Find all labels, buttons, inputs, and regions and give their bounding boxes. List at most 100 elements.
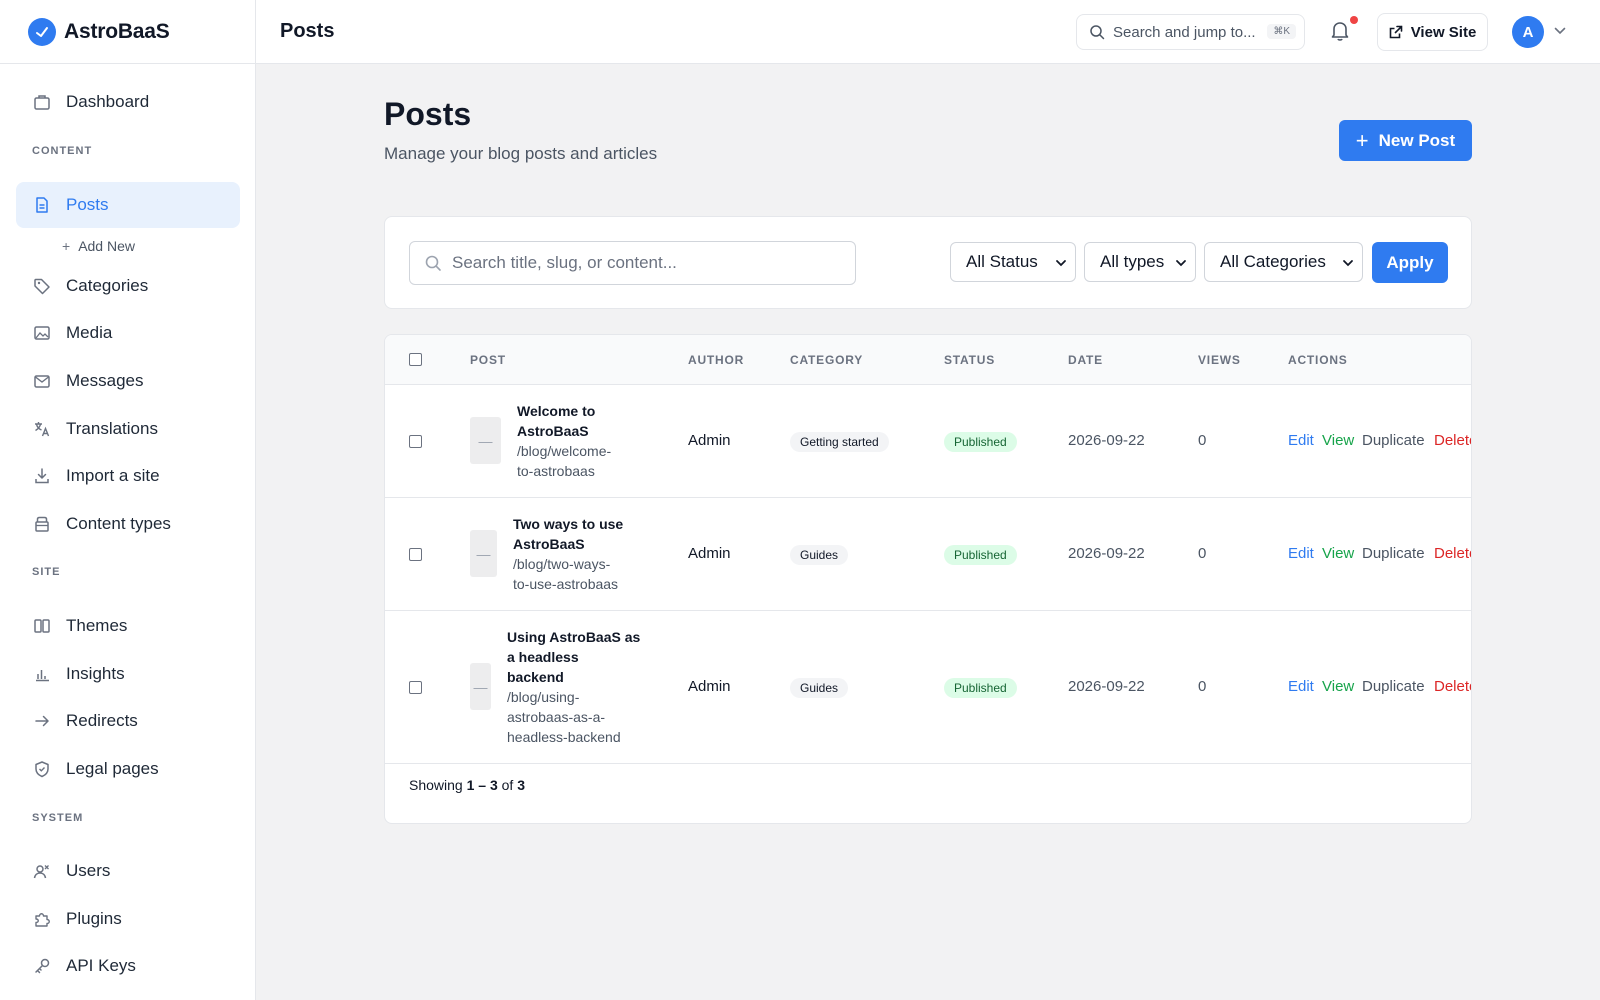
post-slug: /blog/two-ways- to-use-astrobaas [513, 554, 618, 594]
sidebar-item-media[interactable]: Media [16, 310, 240, 356]
topbar: Posts Search and jump to... ⌘K View Site… [256, 0, 1600, 64]
post-title[interactable]: Using AstroBaaS as a headless backend [507, 627, 640, 687]
post-slug: /blog/using- astrobaas-as-a- headless-ba… [507, 687, 621, 747]
search-icon [1090, 25, 1105, 40]
chevron-down-icon [1176, 260, 1186, 267]
sidebar-item-import[interactable]: Import a site [16, 453, 240, 499]
global-search-input[interactable]: Search and jump to... ⌘K [1076, 14, 1305, 50]
pagination-summary: Showing 1 – 3 of 3 [409, 777, 525, 793]
sidebar-item-redirects[interactable]: Redirects [16, 698, 240, 744]
duplicate-link[interactable]: Duplicate [1362, 678, 1425, 695]
column-header-views: VIEWS [1198, 353, 1241, 367]
edit-link[interactable]: Edit [1288, 678, 1314, 695]
sidebar-item-label: Themes [66, 616, 128, 635]
post-search-placeholder: Search title, slug, or content... [452, 253, 677, 272]
row-checkbox[interactable] [409, 681, 422, 694]
type-select[interactable]: All types [1084, 242, 1196, 282]
post-date: 2026-09-22 [1068, 678, 1145, 695]
view-link[interactable]: View [1322, 678, 1355, 695]
sidebar-item-categories[interactable]: Categories [16, 263, 240, 309]
notifications-bell-icon[interactable] [1330, 20, 1354, 44]
post-search-input[interactable]: Search title, slug, or content... [409, 241, 856, 285]
brand[interactable]: AstroBaaS [0, 0, 255, 64]
sidebar-item-translations[interactable]: Translations [16, 406, 240, 452]
sidebar-item-label: Messages [66, 371, 144, 390]
sidebar-item-label: Categories [66, 276, 149, 295]
duplicate-link[interactable]: Duplicate [1362, 432, 1425, 449]
post-slug: /blog/welcome- to-astrobaas [517, 441, 611, 481]
post-title-line: backend [507, 669, 564, 685]
external-link-icon [1389, 25, 1403, 39]
row-checkbox[interactable] [409, 435, 422, 448]
sidebar-item-label: Content types [66, 514, 171, 533]
shield-check-icon [32, 759, 52, 779]
sidebar-item-label: API Keys [66, 956, 136, 975]
view-site-button[interactable]: View Site [1377, 13, 1488, 51]
sidebar-item-themes[interactable]: Themes [16, 603, 240, 649]
status-select[interactable]: All Status [950, 242, 1076, 282]
brand-name: AstroBaaS [64, 19, 170, 43]
dashboard-icon [32, 92, 52, 112]
archive-icon [32, 514, 52, 534]
status-badge: Published [944, 678, 1017, 698]
view-site-label: View Site [1410, 23, 1477, 41]
puzzle-icon [32, 909, 52, 929]
table-row[interactable]: — Two ways to use AstroBaaS /blog/two-wa… [385, 498, 1471, 611]
edit-link[interactable]: Edit [1288, 545, 1314, 562]
post-title[interactable]: Welcome to AstroBaaS [517, 401, 595, 441]
nav-section-content: CONTENT [32, 145, 93, 157]
pagination-of: of [501, 777, 514, 793]
post-title-line: a headless [507, 649, 579, 665]
sidebar-item-posts[interactable]: Posts [16, 182, 240, 228]
edit-link[interactable]: Edit [1288, 432, 1314, 449]
sidebar-item-dashboard[interactable]: Dashboard [16, 79, 240, 125]
sidebar-subitem-add-new[interactable]: + Add New [62, 238, 135, 254]
document-icon [32, 195, 52, 215]
apply-button[interactable]: Apply [1372, 242, 1448, 283]
view-link[interactable]: View [1322, 432, 1355, 449]
post-title-line: Two ways to use [513, 516, 624, 532]
chevron-down-icon[interactable] [1553, 24, 1567, 38]
sidebar-item-label: Plugins [66, 909, 122, 928]
sidebar-item-users[interactable]: Users [16, 848, 240, 894]
select-all-checkbox[interactable] [409, 353, 422, 366]
duplicate-link[interactable]: Duplicate [1362, 545, 1425, 562]
sidebar-item-messages[interactable]: Messages [16, 358, 240, 404]
sidebar-item-label: Media [66, 323, 113, 342]
category-select-value: All Categories [1220, 252, 1326, 271]
delete-link[interactable]: Delete [1434, 678, 1471, 695]
post-slug-line: headless-backend [507, 729, 621, 745]
status-badge: Published [944, 432, 1017, 452]
category-badge: Guides [790, 678, 849, 698]
table-row[interactable]: — Welcome to AstroBaaS /blog/welcome- to… [385, 385, 1471, 498]
post-slug-line: /blog/using- [507, 689, 580, 705]
columns-icon [32, 616, 52, 636]
new-post-button[interactable]: + New Post [1339, 120, 1472, 161]
sidebar-item-content-types[interactable]: Content types [16, 501, 240, 547]
sidebar-item-label: Translations [66, 419, 158, 438]
delete-link[interactable]: Delete [1434, 545, 1471, 562]
category-badge: Getting started [790, 432, 889, 452]
category-select[interactable]: All Categories [1204, 242, 1363, 282]
view-link[interactable]: View [1322, 545, 1355, 562]
post-date: 2026-09-22 [1068, 545, 1145, 562]
sidebar-item-insights[interactable]: Insights [16, 651, 240, 697]
post-slug-line: astrobaas-as-a- [507, 709, 606, 725]
status-select-value: All Status [966, 252, 1038, 271]
table-row[interactable]: — Using AstroBaaS as a headless backend … [385, 611, 1471, 764]
column-header-category: CATEGORY [790, 353, 864, 367]
global-search-placeholder: Search and jump to... [1113, 23, 1256, 41]
row-checkbox[interactable] [409, 548, 422, 561]
sidebar-item-plugins[interactable]: Plugins [16, 896, 240, 942]
sidebar-item-api-keys[interactable]: API Keys [16, 943, 240, 989]
posts-table: POST AUTHOR CATEGORY STATUS DATE VIEWS A… [384, 334, 1472, 824]
sidebar-item-label: Dashboard [66, 92, 150, 111]
sidebar-item-legal[interactable]: Legal pages [16, 746, 240, 792]
avatar[interactable]: A [1512, 16, 1544, 48]
post-title[interactable]: Two ways to use AstroBaaS [513, 514, 623, 554]
post-views: 0 [1198, 545, 1207, 562]
delete-link[interactable]: Delete [1434, 432, 1471, 449]
post-date: 2026-09-22 [1068, 432, 1145, 449]
page-title: Posts [384, 96, 472, 132]
sidebar-item-label: Posts [66, 195, 109, 214]
